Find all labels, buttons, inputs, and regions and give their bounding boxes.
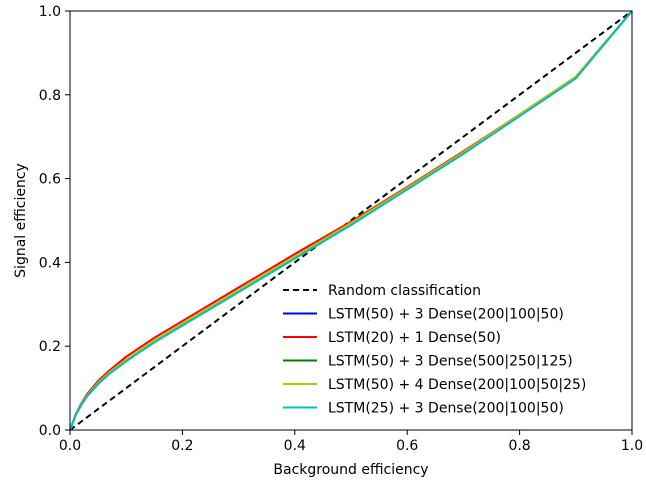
- legend-label-3: LSTM(50) + 3 Dense(500|250|125): [328, 354, 573, 370]
- x-tick-label: 0.0: [59, 438, 81, 454]
- y-tick-label: 0.0: [39, 423, 61, 439]
- y-tick-label: 0.8: [39, 88, 61, 104]
- legend-label-1: LSTM(50) + 3 Dense(200|100|50): [328, 307, 564, 323]
- legend-label-0: Random classification: [328, 283, 481, 299]
- plot-layer: [69, 10, 633, 431]
- y-tick-label: 1.0: [39, 4, 61, 20]
- legend-label-5: LSTM(25) + 3 Dense(200|100|50): [328, 401, 564, 417]
- x-tick-label: 0.4: [284, 438, 306, 454]
- x-tick-label: 1.0: [621, 438, 643, 454]
- y-tick-label: 0.2: [39, 339, 61, 355]
- plot-frame: [69, 10, 633, 431]
- legend-label-4: LSTM(50) + 4 Dense(200|100|50|25): [328, 377, 586, 393]
- series-line-5: [69, 10, 633, 431]
- x-tick-label: 0.8: [508, 438, 530, 454]
- x-axis-label: Background efficiency: [273, 462, 428, 478]
- random-classification-line: [69, 10, 633, 431]
- y-axis-label: Signal efficiency: [13, 163, 29, 278]
- axis-layer: 0.0 0.2 0.4 0.6 0.8 1.0 0.0 0.2 0.4 0.6 0.8 1.0: [39, 4, 643, 454]
- x-tick-label: 0.2: [171, 438, 193, 454]
- x-tick-label: 0.6: [396, 438, 418, 454]
- y-tick-label: 0.6: [39, 172, 61, 188]
- legend-label-2: LSTM(20) + 1 Dense(50): [328, 330, 501, 346]
- y-tick-label: 0.4: [39, 255, 61, 271]
- legend: Random classification LSTM(50) + 3 Dense(…: [283, 283, 586, 417]
